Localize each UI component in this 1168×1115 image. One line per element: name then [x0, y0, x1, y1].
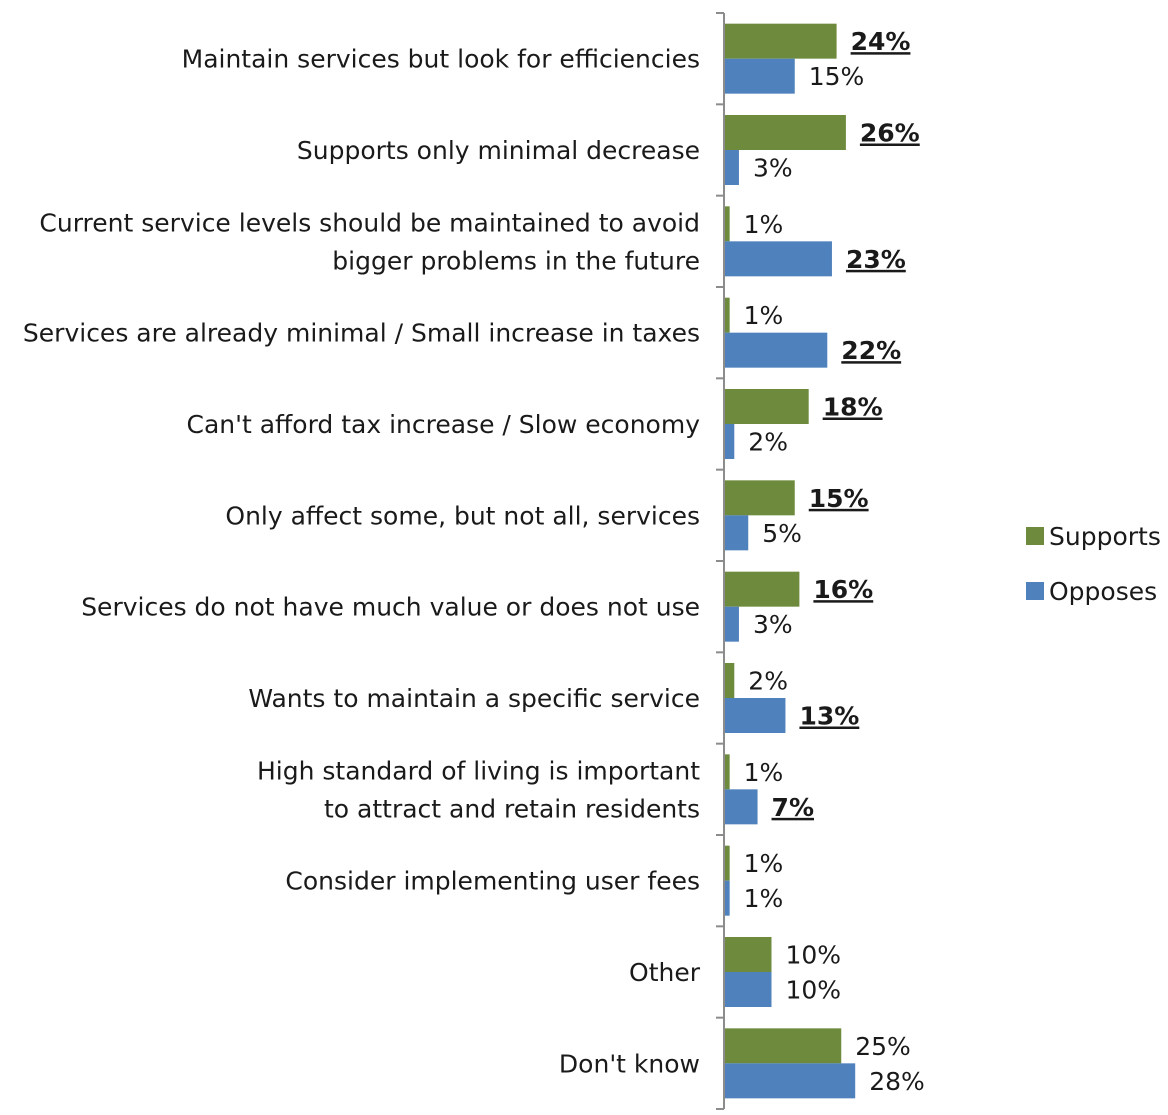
category-label: Services do not have much value or does … — [81, 593, 700, 622]
bar-supports — [725, 206, 730, 242]
data-label-opposes: 23% — [846, 245, 906, 274]
data-label-opposes: 22% — [841, 336, 901, 365]
bar-supports — [725, 571, 800, 607]
legend-swatch-supports — [1026, 527, 1044, 545]
data-label-supports: 1% — [744, 849, 784, 878]
legend-label-supports: Supports — [1049, 522, 1161, 551]
data-label-opposes: 1% — [744, 884, 784, 913]
category-label: Supports only minimal decrease — [297, 136, 700, 165]
data-label-supports: 18% — [823, 393, 883, 422]
category-label: to attract and retain residents — [324, 794, 700, 823]
data-label-supports: 25% — [855, 1032, 911, 1061]
bar-supports — [725, 845, 730, 881]
bar-supports — [725, 389, 809, 424]
bar-supports — [725, 297, 730, 333]
category-label: Services are already minimal / Small inc… — [23, 319, 700, 348]
category-label: Other — [629, 958, 701, 987]
bar-opposes — [725, 606, 739, 642]
bar-supports — [725, 937, 772, 972]
category-labels: Maintain services but look for efficienc… — [23, 45, 701, 1079]
data-label-opposes: 5% — [762, 519, 802, 548]
bar-opposes — [725, 515, 749, 551]
data-label-opposes: 28% — [869, 1067, 925, 1096]
legend: Supports Opposes — [1026, 522, 1161, 606]
bar-opposes — [725, 1063, 856, 1099]
data-label-supports: 24% — [851, 27, 911, 56]
data-label-supports: 1% — [744, 758, 784, 787]
bar-opposes — [725, 332, 828, 368]
category-label: High standard of living is important — [257, 756, 700, 785]
data-label-opposes: 13% — [799, 702, 859, 731]
bar-opposes — [725, 424, 735, 459]
legend-swatch-opposes — [1026, 582, 1044, 600]
category-label: Only affect some, but not all, services — [225, 501, 700, 530]
data-label-opposes: 2% — [748, 428, 788, 457]
legend-label-opposes: Opposes — [1049, 577, 1157, 606]
category-label: Maintain services but look for efficienc… — [182, 45, 700, 74]
data-label-opposes: 10% — [786, 976, 842, 1005]
data-labels: 24%15%26%3%1%23%1%22%18%2%15%5%16%3%2%13… — [744, 27, 925, 1096]
bar-supports — [725, 23, 837, 59]
category-label: Don't know — [559, 1049, 700, 1078]
bar-supports — [725, 115, 846, 150]
data-label-opposes: 15% — [809, 62, 865, 91]
category-label: bigger problems in the future — [332, 246, 700, 275]
bar-supports — [725, 1028, 842, 1064]
bar-supports — [725, 480, 795, 516]
category-label: Wants to maintain a specific service — [248, 684, 700, 713]
data-label-opposes: 3% — [753, 154, 793, 183]
category-axis — [716, 12, 725, 1110]
data-label-supports: 15% — [809, 484, 869, 513]
bar-opposes — [725, 150, 739, 185]
data-label-supports: 16% — [813, 575, 873, 604]
data-label-opposes: 3% — [753, 610, 793, 639]
bar-opposes — [725, 698, 786, 733]
bar-opposes — [725, 241, 832, 277]
data-label-supports: 26% — [860, 119, 920, 148]
category-label: Consider implementing user fees — [285, 867, 700, 896]
data-label-supports: 10% — [786, 941, 842, 970]
bar-supports — [725, 754, 730, 790]
bar-opposes — [725, 58, 795, 94]
bars-layer — [725, 23, 856, 1099]
category-label: Current service levels should be maintai… — [39, 208, 700, 237]
data-label-supports: 1% — [744, 210, 784, 239]
bar-opposes — [725, 880, 730, 916]
data-label-supports: 2% — [748, 667, 788, 696]
category-label: Can't afford tax increase / Slow economy — [186, 410, 700, 439]
bar-opposes — [725, 789, 758, 825]
data-label-supports: 1% — [744, 301, 784, 330]
bar-supports — [725, 663, 735, 698]
bar-opposes — [725, 972, 772, 1007]
data-label-opposes: 7% — [772, 793, 814, 822]
